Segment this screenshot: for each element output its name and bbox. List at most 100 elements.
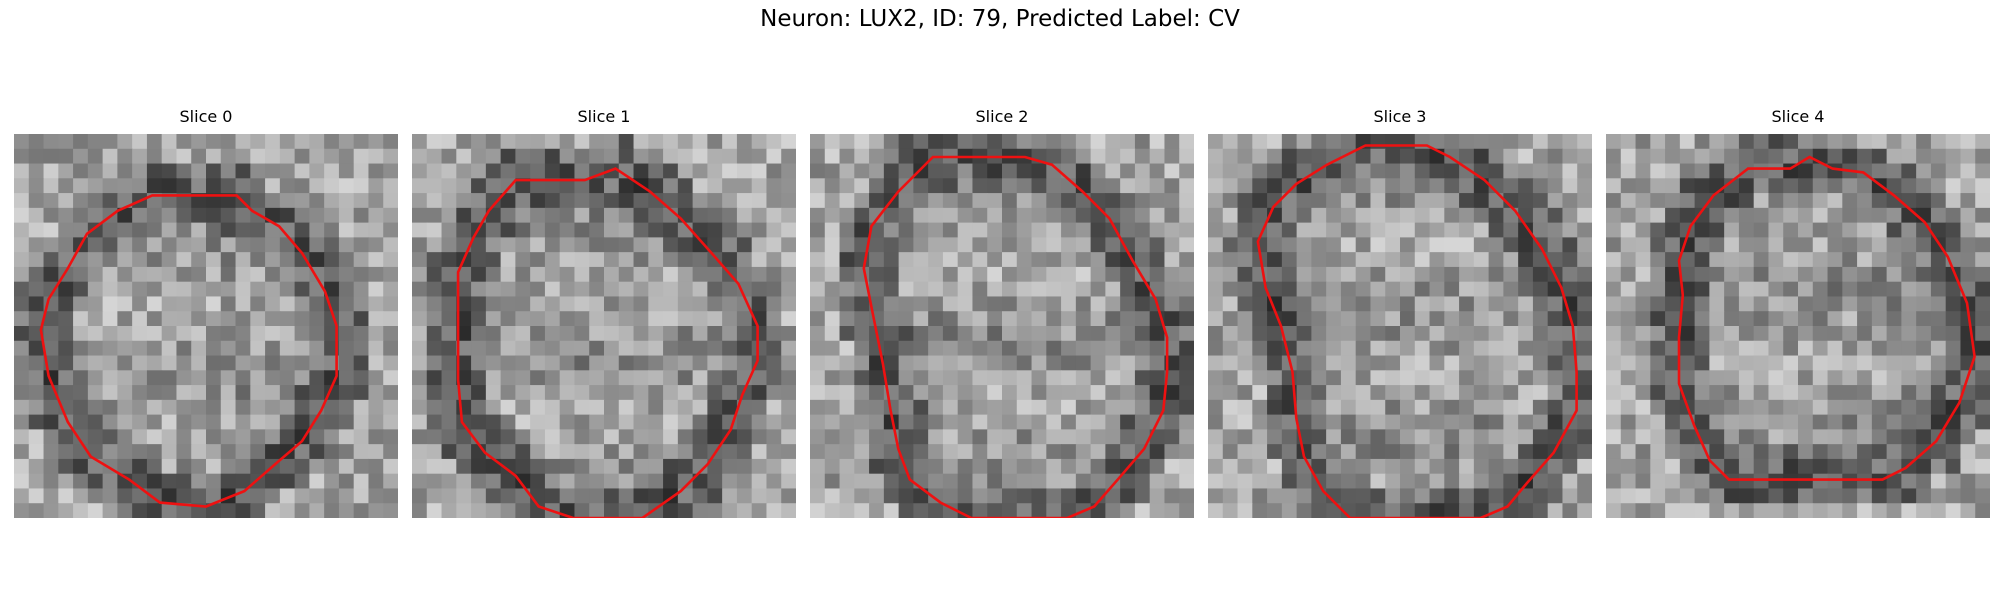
pixel bbox=[294, 488, 310, 504]
pixel bbox=[648, 134, 664, 150]
pixel bbox=[781, 488, 796, 504]
pixel bbox=[1694, 340, 1710, 357]
pixel bbox=[1237, 414, 1253, 430]
pixel bbox=[854, 488, 870, 504]
pixel bbox=[1635, 134, 1651, 150]
pixel bbox=[589, 370, 605, 386]
pixel bbox=[898, 222, 914, 238]
pixel bbox=[1606, 429, 1622, 445]
pixel bbox=[353, 458, 370, 475]
pixel bbox=[1473, 281, 1490, 298]
pixel bbox=[1842, 311, 1858, 327]
pixel bbox=[1473, 266, 1490, 283]
pixel bbox=[1311, 399, 1327, 416]
pixel bbox=[1518, 134, 1534, 150]
pixel bbox=[854, 326, 870, 342]
pixel bbox=[1798, 134, 1814, 150]
pixel bbox=[1252, 488, 1268, 504]
pixel bbox=[441, 281, 457, 298]
pixel bbox=[1930, 340, 1947, 357]
pixel bbox=[972, 178, 988, 194]
pixel bbox=[1738, 429, 1755, 445]
pixel bbox=[515, 193, 531, 209]
pixel bbox=[1016, 163, 1033, 179]
pixel bbox=[309, 458, 325, 475]
pixel bbox=[1016, 281, 1033, 298]
pixel bbox=[810, 281, 826, 298]
pixel bbox=[722, 237, 738, 253]
pixel bbox=[1075, 148, 1092, 165]
pixel bbox=[1370, 414, 1386, 430]
pixel bbox=[1061, 134, 1077, 150]
pixel bbox=[102, 148, 118, 165]
pixel bbox=[1370, 222, 1386, 238]
pixel bbox=[1945, 148, 1962, 165]
pixel bbox=[663, 326, 679, 342]
pixel bbox=[972, 252, 988, 268]
pixel bbox=[102, 326, 118, 342]
pixel bbox=[1871, 399, 1888, 416]
pixel bbox=[1916, 134, 1932, 150]
cell-contour bbox=[456, 167, 759, 518]
pixel bbox=[751, 385, 768, 401]
pixel bbox=[604, 488, 620, 504]
pixel bbox=[1547, 414, 1564, 430]
pixel bbox=[1518, 163, 1534, 179]
pixel bbox=[692, 385, 708, 401]
pixel bbox=[471, 178, 487, 194]
pixel bbox=[781, 193, 796, 209]
pixel bbox=[1768, 311, 1784, 327]
pixel bbox=[235, 252, 251, 268]
pixel bbox=[58, 311, 74, 327]
pixel bbox=[500, 355, 516, 371]
pixel bbox=[1134, 488, 1151, 504]
pixel bbox=[132, 503, 148, 518]
pixel bbox=[1326, 311, 1342, 327]
pixel bbox=[1459, 222, 1475, 238]
pixel bbox=[1105, 311, 1121, 327]
pixel bbox=[1252, 178, 1268, 194]
pixel bbox=[987, 414, 1003, 430]
pixel bbox=[1105, 444, 1121, 460]
pixel bbox=[692, 252, 708, 268]
pixel bbox=[1252, 207, 1268, 224]
pixel bbox=[1090, 488, 1106, 504]
pixel bbox=[544, 134, 561, 150]
pixel bbox=[648, 148, 664, 165]
pixel bbox=[781, 458, 796, 475]
pixel bbox=[530, 355, 546, 371]
pixel bbox=[942, 207, 959, 224]
pixel bbox=[1031, 414, 1047, 430]
pixel bbox=[1930, 458, 1947, 475]
pixel bbox=[1753, 399, 1770, 416]
pixel bbox=[1635, 326, 1651, 342]
pixel bbox=[1370, 429, 1386, 445]
pixel bbox=[1267, 370, 1283, 386]
pixel bbox=[604, 311, 620, 327]
pixel bbox=[1061, 281, 1077, 298]
pixel bbox=[1783, 178, 1799, 194]
pixel bbox=[633, 207, 649, 224]
pixel bbox=[618, 252, 635, 268]
pixel bbox=[1031, 429, 1047, 445]
pixel bbox=[839, 311, 855, 327]
pixel bbox=[43, 222, 59, 238]
pixel bbox=[1488, 399, 1504, 416]
pixel bbox=[441, 163, 457, 179]
pixel bbox=[1120, 193, 1136, 209]
pixel bbox=[206, 281, 222, 298]
pixel bbox=[574, 326, 590, 342]
pixel bbox=[1827, 252, 1843, 268]
pixel bbox=[1429, 193, 1445, 209]
pixel bbox=[618, 237, 635, 253]
pixel bbox=[957, 473, 974, 490]
pixel bbox=[1296, 503, 1312, 518]
pixel bbox=[235, 355, 251, 371]
pixel bbox=[1459, 503, 1475, 518]
pixel bbox=[692, 266, 708, 283]
pixel bbox=[1827, 429, 1843, 445]
pixel bbox=[1444, 193, 1460, 209]
pixel bbox=[544, 473, 561, 490]
pixel bbox=[869, 473, 885, 490]
pixel bbox=[73, 355, 89, 371]
